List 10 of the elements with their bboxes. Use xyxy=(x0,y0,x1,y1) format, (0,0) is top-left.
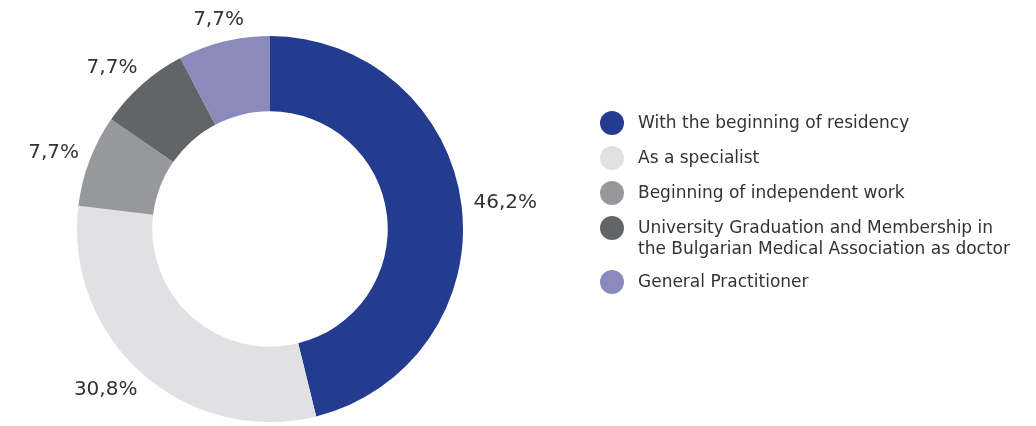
legend-label: With the beginning of residency xyxy=(638,112,910,133)
legend-label: As a specialist xyxy=(638,147,760,168)
data-label: 46,2% xyxy=(473,189,537,214)
data-label: 7,7% xyxy=(86,54,138,79)
data-label: 7,7% xyxy=(193,6,244,31)
legend-label: General Practitioner xyxy=(638,271,809,292)
data-label: 7,7% xyxy=(28,138,79,163)
legend-label: University Graduation and Membership in the Bulgarian Medical Association as doctor xyxy=(638,217,1010,259)
data-label: 30,8% xyxy=(73,376,138,401)
legend-label: Beginning of independent work xyxy=(638,182,905,203)
